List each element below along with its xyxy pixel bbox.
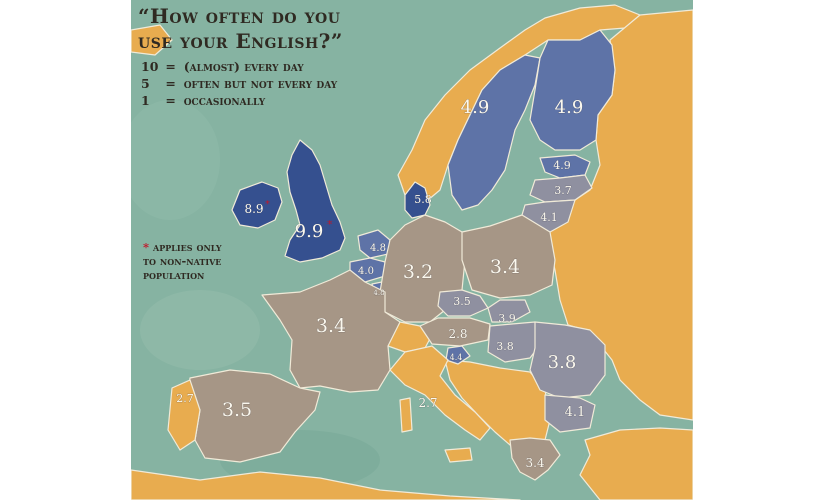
footnote-line-2: to non-native [143, 254, 222, 268]
legend-text: often but not every day [183, 76, 338, 91]
legend-number: 5 [141, 76, 150, 91]
value-ireland: 8.9 [244, 202, 263, 216]
footnote-line-1: applies only [153, 240, 222, 254]
bulgaria-shape [544, 394, 596, 433]
legend-row: 1 = occasionally [141, 93, 265, 108]
value-finland: 4.9 [555, 97, 584, 118]
value-czech-republic: 3.5 [453, 295, 471, 308]
sweden-shape [447, 54, 541, 211]
value-portugal: 2.7 [176, 392, 194, 405]
legend-equals: = [165, 76, 176, 91]
turkey [579, 427, 693, 500]
ireland-shape [231, 181, 283, 229]
legend-text: (almost) every day [183, 59, 304, 74]
greece-shape [509, 437, 561, 481]
map-title-line-1: “How often do you [138, 4, 341, 28]
czech-republic-shape [437, 289, 489, 317]
value-luxembourg: 4.8 [373, 289, 384, 297]
value-france: 3.4 [316, 315, 346, 337]
europe-map: 4.9 4.9 4.9 3.7 4.1 5.8 9.9 8.9 4.8 4.0 … [131, 0, 693, 500]
legend-equals: = [165, 93, 176, 108]
iceland [131, 24, 173, 56]
legend-row: 10 = (almost) every day [141, 59, 304, 74]
value-italy: 2.7 [418, 396, 437, 410]
value-poland: 3.4 [490, 256, 520, 278]
map-title-line-2: use your English?” [138, 29, 343, 53]
value-netherlands: 4.8 [370, 243, 386, 254]
value-slovakia: 3.9 [498, 312, 516, 325]
value-estonia: 4.9 [553, 159, 571, 172]
footnote-star: * [143, 240, 150, 254]
denmark-shape [404, 181, 431, 219]
value-slovenia: 4.4 [450, 353, 463, 362]
value-austria: 2.8 [448, 327, 467, 341]
value-latvia: 3.7 [554, 184, 572, 197]
sicily [444, 447, 473, 463]
slovakia-shape [487, 299, 531, 323]
north-africa [131, 469, 521, 500]
united-kingdom-shape [284, 139, 346, 263]
italy-shape [389, 345, 491, 441]
latvia-shape [529, 174, 593, 203]
non-eu-land [131, 4, 693, 500]
star-markers: * * [265, 199, 333, 231]
value-hungary: 3.8 [496, 340, 514, 353]
value-germany: 3.2 [403, 261, 433, 283]
value-greece: 3.4 [525, 456, 544, 470]
legend-equals: = [165, 59, 176, 74]
value-romania: 3.8 [548, 352, 577, 373]
legend-row: 5 = often but not every day [141, 76, 337, 91]
map-canvas: 4.9 4.9 4.9 3.7 4.1 5.8 9.9 8.9 4.8 4.0 … [131, 0, 693, 500]
legend-text: occasionally [183, 93, 266, 108]
star-united-kingdom: * [327, 218, 333, 231]
legend-number: 10 [141, 59, 159, 74]
romania-shape [529, 321, 606, 399]
finland-shape [529, 29, 616, 151]
legend-number: 1 [141, 93, 150, 108]
footnote-line-3: population [143, 268, 205, 282]
value-labels: 4.9 4.9 4.9 3.7 4.1 5.8 9.9 8.9 4.8 4.0 … [176, 97, 586, 471]
value-bulgaria: 4.1 [565, 405, 586, 420]
portugal-shape [167, 379, 201, 451]
value-sweden: 4.9 [461, 97, 490, 118]
star-ireland: * [265, 199, 270, 210]
footnote: * applies only to non-native population [143, 240, 222, 282]
value-denmark: 5.8 [414, 193, 432, 206]
value-belgium: 4.0 [358, 266, 374, 277]
value-spain: 3.5 [222, 399, 252, 421]
france-shape [261, 269, 401, 393]
sardinia-corsica [399, 397, 413, 433]
poland-shape [461, 214, 556, 299]
value-united-kingdom: 9.9 [295, 221, 324, 242]
eu-countries [167, 29, 616, 481]
value-lithuania: 4.1 [540, 211, 558, 224]
